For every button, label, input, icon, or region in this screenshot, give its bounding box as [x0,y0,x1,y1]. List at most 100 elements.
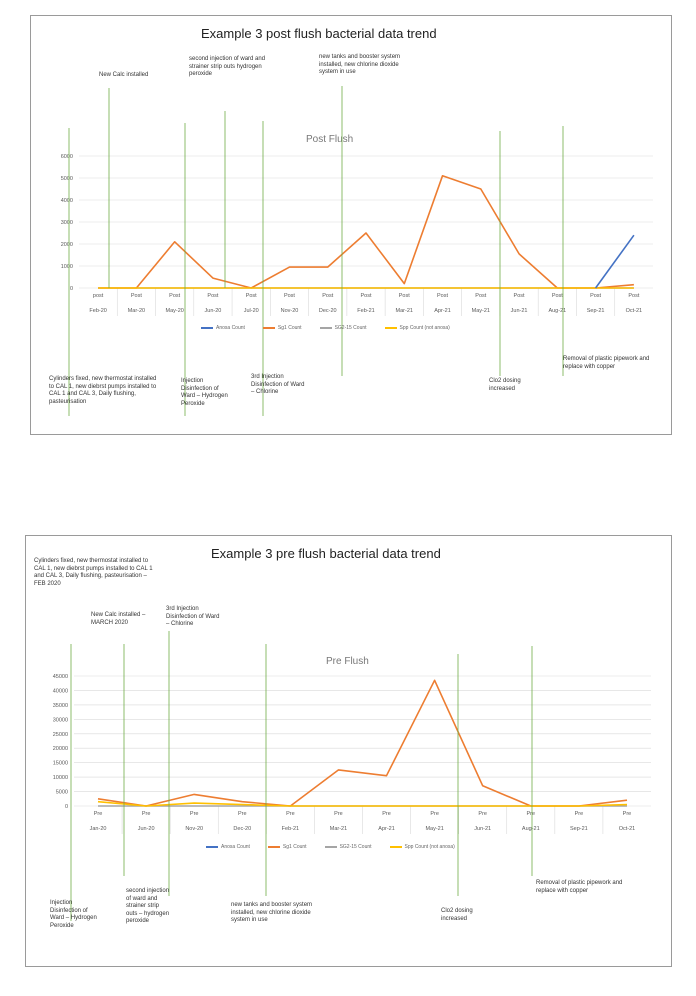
x-tick-prefix: Pre [478,811,487,817]
x-tick-label: Sep-21 [570,826,588,832]
x-tick-prefix: Post [284,293,295,299]
x-tick-prefix: Post [628,293,639,299]
x-tick-label: Oct-21 [619,826,636,832]
x-tick-label: Dec-20 [319,308,337,314]
annotation-note: Injection Disinfection of Ward – Hydroge… [50,900,97,929]
x-tick-prefix: Post [322,293,333,299]
x-tick-label: Oct-21 [626,308,643,314]
legend-item: Sg1 Count [267,844,307,850]
y-tick-label: 20000 [53,746,68,752]
x-tick-prefix: Post [207,293,218,299]
annotation-note: Removal of plastic pipework and replace … [536,880,623,894]
pre-flush-plot: 0 5000 10000 15000 20000 25000 30000 35000 40000… [53,631,651,921]
legend-label: Sg1 Count [277,325,302,331]
legend-swatch [389,846,402,848]
y-tick-label: 5000 [61,176,73,182]
chart-title: Example 3 post flush bacterial data tren… [201,26,437,41]
post-flush-chart-panel: Example 3 post flush bacterial data tren… [30,15,672,435]
chart-title: Example 3 pre flush bacterial data trend [211,546,441,561]
x-tick-label: Mar-21 [330,826,347,832]
series-line [97,679,628,807]
x-tick-label: Mar-20 [128,308,145,314]
x-tick-prefix: Post [131,293,142,299]
legend-item: Anosa Count [201,325,245,331]
x-tick-label: Jul-20 [244,308,259,314]
x-tick-prefix: Post [552,293,563,299]
y-tick-label: 2000 [61,242,73,248]
x-tick-label: Apr-21 [378,826,395,832]
x-tick-label: May-21 [425,826,443,832]
legend-swatch [267,846,280,848]
x-tick-label: Nov-20 [281,308,299,314]
x-tick-prefix: Post [360,293,371,299]
y-tick-label: 35000 [53,703,68,709]
x-tick-label: Jun-21 [474,826,491,832]
x-tick-prefix: Post [475,293,486,299]
legend-item: SG2-15 Count [324,844,372,850]
y-tick-label: 40000 [53,688,68,694]
legend-label: Anosa Count [216,325,245,331]
x-tick-prefix: Pre [430,811,439,817]
x-tick-prefix: Pre [94,811,103,817]
legend-item: Anosa Count [206,844,250,850]
chart-legend: Anosa Count Sg1 Count SG2-15 Count Spp C… [206,844,455,850]
annotation-note: Clo2 dosing increased [489,378,521,392]
x-tick-label: Mar-21 [396,308,413,314]
legend-swatch [324,846,337,848]
y-tick-label: 3000 [61,220,73,226]
legend-swatch [206,846,218,848]
x-tick-prefix: Pre [527,811,536,817]
y-tick-label: 15000 [53,761,68,767]
annotation-note: 3rd Injection Disinfection of Ward – Chl… [166,606,220,627]
x-tick-label: Jun-20 [138,826,155,832]
legend-swatch [319,327,332,329]
pre-flush-chart-panel: Example 3 pre flush bacterial data trend… [25,535,672,967]
x-tick-label: Dec-20 [233,826,251,832]
x-tick-prefix: Pre [575,811,584,817]
legend-label: Spp Count (not anosa) [404,844,455,850]
x-tick-label: Sep-21 [587,308,605,314]
x-tick-label: May-21 [472,308,490,314]
y-tick-label: 10000 [53,775,68,781]
y-tick-label: 5000 [56,790,68,796]
legend-swatch [201,327,213,329]
series-line [594,234,635,289]
x-tick-prefix: Pre [286,811,295,817]
annotation-note: Clo2 dosing increased [441,908,473,922]
x-tick-label: Feb-21 [357,308,374,314]
y-tick-label: 30000 [53,717,68,723]
annotation-note: Injection Disinfection of Ward – Hydroge… [181,378,228,407]
annotation-note: second injection of ward and strainer st… [189,56,266,77]
legend-item: SG2-15 Count [319,325,367,331]
legend-label: Anosa Count [221,844,250,850]
y-tick-label: 1000 [61,264,73,270]
y-tick-label: 6000 [61,154,73,160]
x-tick-prefix: Post [590,293,601,299]
x-tick-label: Nov-20 [185,826,203,832]
chart-legend: Anosa Count Sg1 Count SG2-15 Count Spp C… [201,325,450,331]
x-tick-prefix: Post [169,293,180,299]
annotation-note: second injection of ward and strainer st… [126,888,170,924]
legend-swatch [384,327,397,329]
x-tick-label: Jun-21 [511,308,528,314]
x-tick-prefix: Pre [238,811,247,817]
chart-subtitle: Pre Flush [326,656,369,667]
x-tick-prefix: Pre [142,811,151,817]
annotation-note: Cylinders fixed, new thermostat installe… [34,558,153,587]
annotation-note: new tanks and booster system installed, … [231,902,313,923]
legend-label: Spp Count (not anosa) [399,325,450,331]
x-tick-prefix: Post [246,293,257,299]
y-tick-label: 0 [65,804,68,810]
y-tick-label: 4000 [61,198,73,204]
legend-item: Spp Count (not anosa) [384,325,450,331]
post-flush-plot: 0 1000 2000 3000 4000 5000 6000 post Feb-20 Post M… [61,86,653,416]
x-tick-label: Apr-21 [434,308,451,314]
x-tick-label: Feb-20 [89,308,106,314]
legend-item: Spp Count (not anosa) [389,844,455,850]
x-tick-prefix: Pre [382,811,391,817]
legend-label: SG2-15 Count [339,844,372,850]
x-tick-label: Aug-21 [548,308,566,314]
x-tick-label: Jan-20 [90,826,107,832]
annotation-note: new tanks and booster system installed, … [319,54,401,75]
x-tick-prefix: Pre [190,811,199,817]
